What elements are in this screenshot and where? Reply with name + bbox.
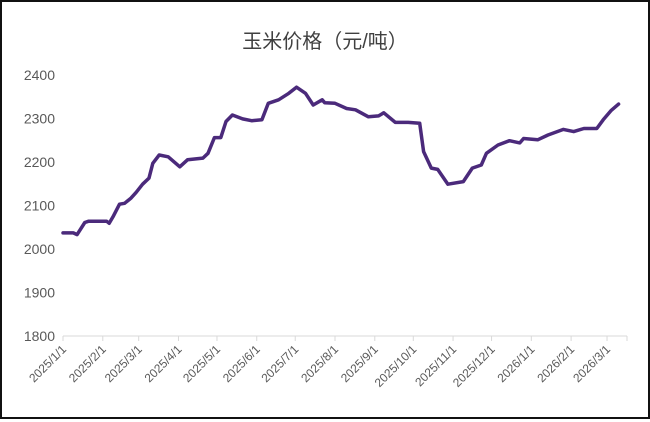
x-tick-label: 2025/4/1 — [142, 342, 185, 385]
x-tick-label: 2025/8/1 — [298, 342, 341, 385]
x-axis: 2025/1/12025/2/12025/3/12025/4/12025/5/1… — [26, 335, 628, 390]
x-tick-label: 2025/6/1 — [220, 342, 263, 385]
x-tick-label: 2026/3/1 — [570, 342, 613, 385]
x-tick-label: 2025/7/1 — [258, 342, 301, 385]
x-tick-label: 2025/3/1 — [102, 342, 145, 385]
y-axis: 1800 1900 2000 2100 2200 2300 2400 — [24, 67, 55, 344]
y-tick-label: 1900 — [24, 285, 55, 301]
plot-area — [61, 85, 621, 237]
x-tick-label: 2026/2/1 — [534, 342, 577, 385]
y-tick-label: 2200 — [24, 154, 55, 170]
y-tick-label: 2300 — [24, 111, 55, 127]
x-tick-label: 2025/2/1 — [66, 342, 109, 385]
line-chart: 玉米价格（元/吨） 1800 1900 2000 2100 2200 2300 2400 2… — [24, 30, 628, 390]
y-tick-label: 2000 — [24, 241, 55, 257]
y-tick-label: 2400 — [24, 67, 55, 83]
price-series-line — [61, 85, 621, 237]
x-tick-label: 2025/10/1 — [372, 342, 420, 390]
y-tick-label: 2100 — [24, 198, 55, 214]
x-tick-label: 2026/1/1 — [495, 342, 538, 385]
x-tick-label: 2025/5/1 — [180, 342, 223, 385]
y-tick-label: 1800 — [24, 328, 55, 344]
x-tick-label: 2025/1/1 — [26, 342, 69, 385]
x-tick-label: 2025/12/1 — [450, 342, 498, 390]
chart-title: 玉米价格（元/吨） — [242, 30, 408, 53]
